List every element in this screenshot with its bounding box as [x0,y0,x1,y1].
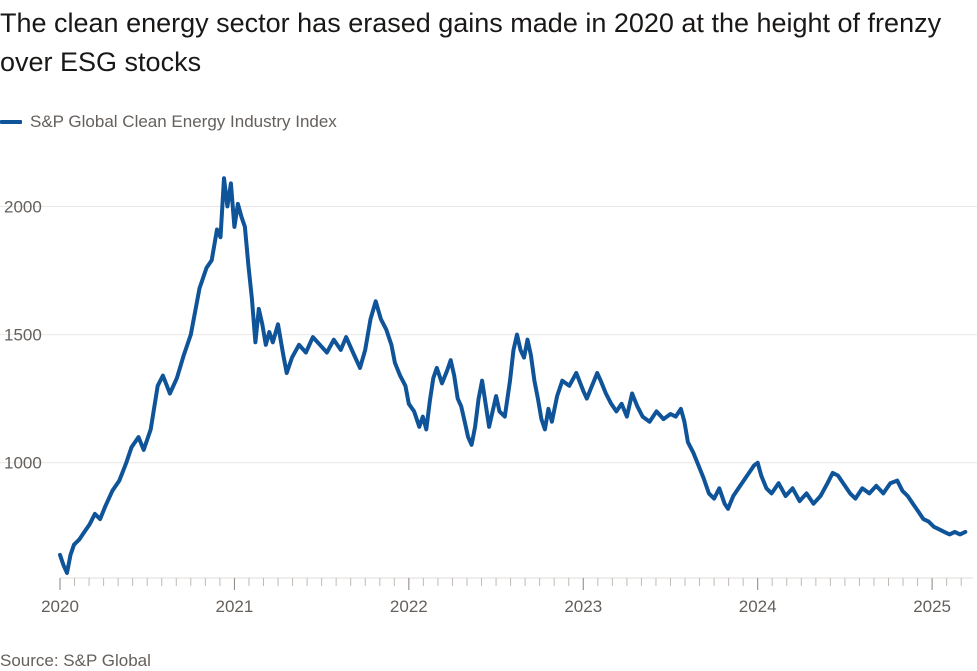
x-tick-label-2025: 2025 [913,597,951,616]
x-tick-label-2024: 2024 [739,597,777,616]
y-tick-label-1500: 1500 [4,326,42,345]
y-tick-label-1000: 1000 [4,454,42,473]
x-tick-label-2023: 2023 [564,597,602,616]
chart-title: The clean energy sector has erased gains… [0,8,942,77]
source-note: Source: S&P Global [0,651,151,670]
series-line-0 [58,176,968,575]
legend: S&P Global Clean Energy Industry Index [0,112,337,132]
x-tick-label-2022: 2022 [390,597,428,616]
legend-swatch [0,120,22,124]
x-tick-label-2021: 2021 [216,597,254,616]
x-tick-label-2020: 2020 [41,597,79,616]
legend-label: S&P Global Clean Energy Industry Index [30,112,337,131]
y-tick-label-2000: 2000 [4,197,42,216]
line-chart: 1000 1500 2000 2020 2021 2022 2023 2024 2025 [0,176,977,616]
